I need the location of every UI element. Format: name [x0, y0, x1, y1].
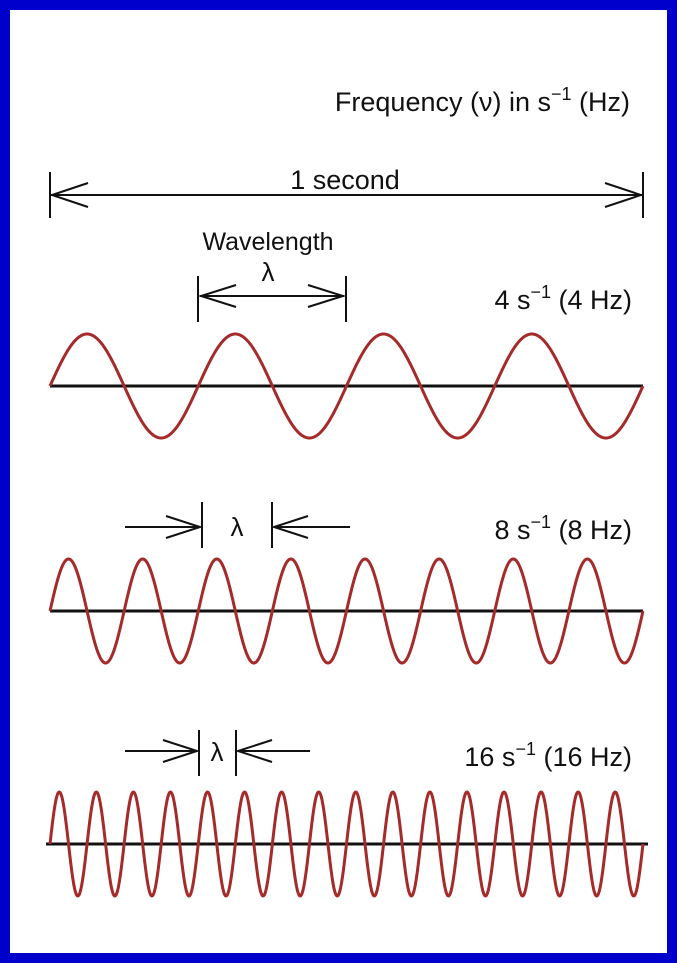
sine-wave-16hz [48, 790, 645, 898]
lambda-arrowhead-left-4hz [197, 284, 237, 308]
lambda-arrowhead-left-8hz [165, 515, 204, 539]
frequency-label-8hz: 8 s−1 (8 Hz) [494, 512, 632, 545]
lambda-label-4hz: λ [262, 257, 275, 287]
diagram-frame [10, 10, 667, 953]
lambda-arrowhead-right-4hz [307, 284, 347, 308]
sine-wave-4hz [48, 332, 645, 440]
diagram-title: Frequency (ν) in s−1 (Hz) [335, 84, 630, 117]
span-left-arrowhead [48, 182, 89, 208]
lambda-label-8hz: λ [231, 512, 244, 542]
lambda-label-16hz: λ [211, 737, 224, 767]
lambda-arrowhead-left-16hz [162, 739, 201, 763]
lambda-arrowhead-right-16hz [234, 739, 273, 763]
sine-wave-8hz [48, 557, 645, 665]
frequency-label-16hz: 16 s−1 (16 Hz) [464, 739, 632, 772]
wavelength-marker-8hz [125, 502, 350, 548]
wavelength-marker-4hz [197, 276, 347, 322]
lambda-arrowhead-right-8hz [270, 515, 309, 539]
span-label: 1 second [290, 165, 400, 195]
frequency-label-4hz: 4 s−1 (4 Hz) [494, 282, 632, 315]
wavelength-label: Wavelength [202, 228, 333, 256]
one-second-span [48, 172, 645, 218]
wavelength-marker-16hz [125, 730, 310, 776]
span-right-arrowhead [604, 182, 645, 208]
